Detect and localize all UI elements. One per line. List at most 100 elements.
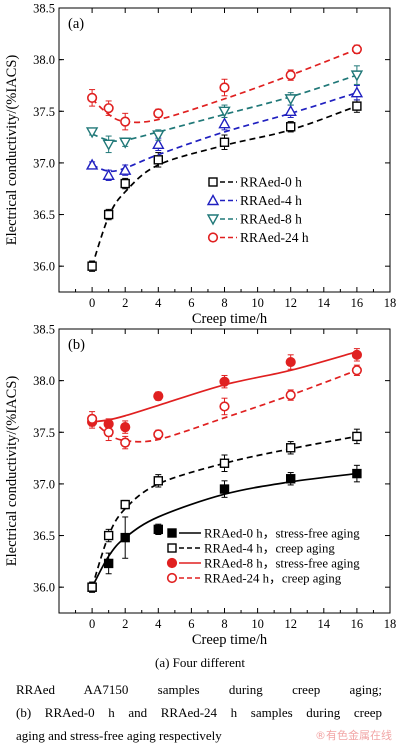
data-point: [284, 104, 297, 116]
data-point: [153, 429, 164, 440]
y-tick-label: 38.5: [33, 2, 55, 16]
caption-line-4: aging and stress-free aging respectively: [16, 728, 222, 743]
x-tick-label: 2: [122, 296, 128, 310]
data-point: [86, 413, 98, 424]
y-tick-label: 36.0: [33, 260, 55, 274]
legend-marker: [207, 232, 219, 243]
chart-panel-b: 0 2 4 6 8 10 12 14 16 18 36.0 36.5 37.0 37.5 38.0 38.5 C…: [4, 323, 396, 649]
x-tick-label: 8: [221, 617, 227, 631]
series-4: [86, 44, 363, 131]
data-point: [285, 356, 296, 368]
data-point: [103, 427, 114, 438]
data-point: [351, 349, 363, 360]
legend-marker: [208, 177, 218, 187]
data-point: [87, 582, 97, 592]
data-point: [152, 130, 165, 142]
data-point: [120, 532, 130, 543]
figure: 0 2 4 6 8 10 12 14 16 18 36.0 36.5 37.0 37.5 38.0 38.5 C…: [4, 2, 396, 649]
x-tick-label: 14: [318, 617, 331, 631]
data-point: [103, 558, 114, 569]
data-point: [102, 139, 115, 151]
data-point: [219, 82, 230, 93]
data-point: [103, 103, 114, 114]
legend-label: RRAed-8 h: [240, 212, 302, 227]
data-point: [285, 389, 296, 401]
x-tick-label: 14: [318, 296, 331, 310]
legend-label: RRAed-8 h，stress-free aging: [204, 557, 360, 571]
legend-marker: [206, 194, 220, 206]
data-point: [119, 163, 132, 175]
y-tick-label: 36.0: [33, 581, 55, 595]
data-point: [219, 137, 230, 147]
x-tick-label: 12: [284, 296, 297, 310]
series-3: [86, 348, 363, 434]
data-point: [219, 484, 230, 494]
y-tick-label: 36.5: [33, 208, 55, 222]
data-point: [286, 122, 296, 132]
caption-line-3: (b) RRAed-0 h and RRAed-24 h samples dur…: [16, 705, 382, 720]
x-tick-label: 16: [351, 296, 364, 310]
series-4: [86, 364, 363, 450]
legend-label: RRAed-4 h: [240, 193, 302, 208]
legend-marker: [166, 557, 178, 569]
data-point: [350, 70, 364, 82]
data-point: [352, 468, 362, 479]
data-point: [103, 530, 114, 541]
data-point: [86, 92, 98, 103]
data-point: [103, 209, 114, 220]
data-point: [152, 137, 165, 150]
data-point: [120, 178, 130, 189]
data-point: [352, 431, 362, 442]
series-fit-line: [91, 91, 358, 173]
x-tick-label: 6: [188, 617, 194, 631]
watermark: ®有色金属在线: [315, 729, 392, 742]
x-tick-label: 10: [251, 617, 264, 631]
data-point: [219, 401, 230, 412]
data-point: [102, 168, 115, 181]
caption-line-2: RRAed AA7150 samples during creep aging;: [16, 682, 382, 697]
series-1: [87, 99, 362, 272]
x-tick-label: 0: [89, 617, 95, 631]
data-point: [153, 476, 164, 486]
chart-panel-a: 0 2 4 6 8 10 12 14 16 18 36.0 36.5 37.0 37.5 38.0 38.5 C…: [4, 2, 396, 328]
data-point: [218, 117, 231, 129]
data-point: [218, 106, 231, 118]
x-tick-label: 0: [89, 296, 95, 310]
data-point: [351, 44, 363, 55]
x-tick-label: 4: [155, 296, 162, 310]
data-point: [351, 365, 363, 376]
data-point: [120, 116, 131, 127]
y-axis-label: Electrical conductivity/(%IACS): [4, 55, 20, 246]
data-point: [120, 499, 130, 510]
x-tick-label: 2: [122, 617, 128, 631]
panel-label: (b): [68, 337, 85, 353]
y-tick-label: 38.5: [33, 323, 55, 337]
x-tick-label: 18: [384, 296, 397, 310]
legend: RRAed-0 h RRAed-4 h RRAed-8 h RRAed-24 h: [206, 175, 309, 245]
legend-label: RRAed-24 h: [240, 230, 309, 245]
data-point: [120, 437, 131, 448]
data-point: [350, 86, 364, 98]
x-axis-label: Creep time/h: [192, 311, 268, 327]
data-point: [285, 70, 296, 81]
x-tick-label: 16: [351, 617, 364, 631]
y-tick-label: 36.5: [33, 529, 55, 543]
data-point: [219, 458, 230, 468]
y-tick-label: 37.0: [33, 477, 55, 491]
x-tick-label: 8: [221, 296, 227, 310]
legend-label: RRAed-24 h，creep aging: [204, 572, 342, 586]
series-3: [85, 65, 364, 154]
legend-marker: [167, 543, 177, 553]
y-tick-label: 37.5: [33, 426, 55, 440]
x-tick-label: 4: [155, 617, 162, 631]
data-point: [219, 376, 230, 387]
y-tick-label: 37.5: [33, 105, 55, 119]
x-tick-label: 12: [284, 617, 297, 631]
data-point: [85, 127, 99, 139]
legend-label: RRAed-0 h，stress-free aging: [204, 527, 360, 541]
data-point: [153, 155, 164, 165]
panel-label: (a): [68, 16, 84, 32]
y-tick-label: 38.0: [33, 53, 55, 67]
legend-marker: [167, 528, 177, 538]
